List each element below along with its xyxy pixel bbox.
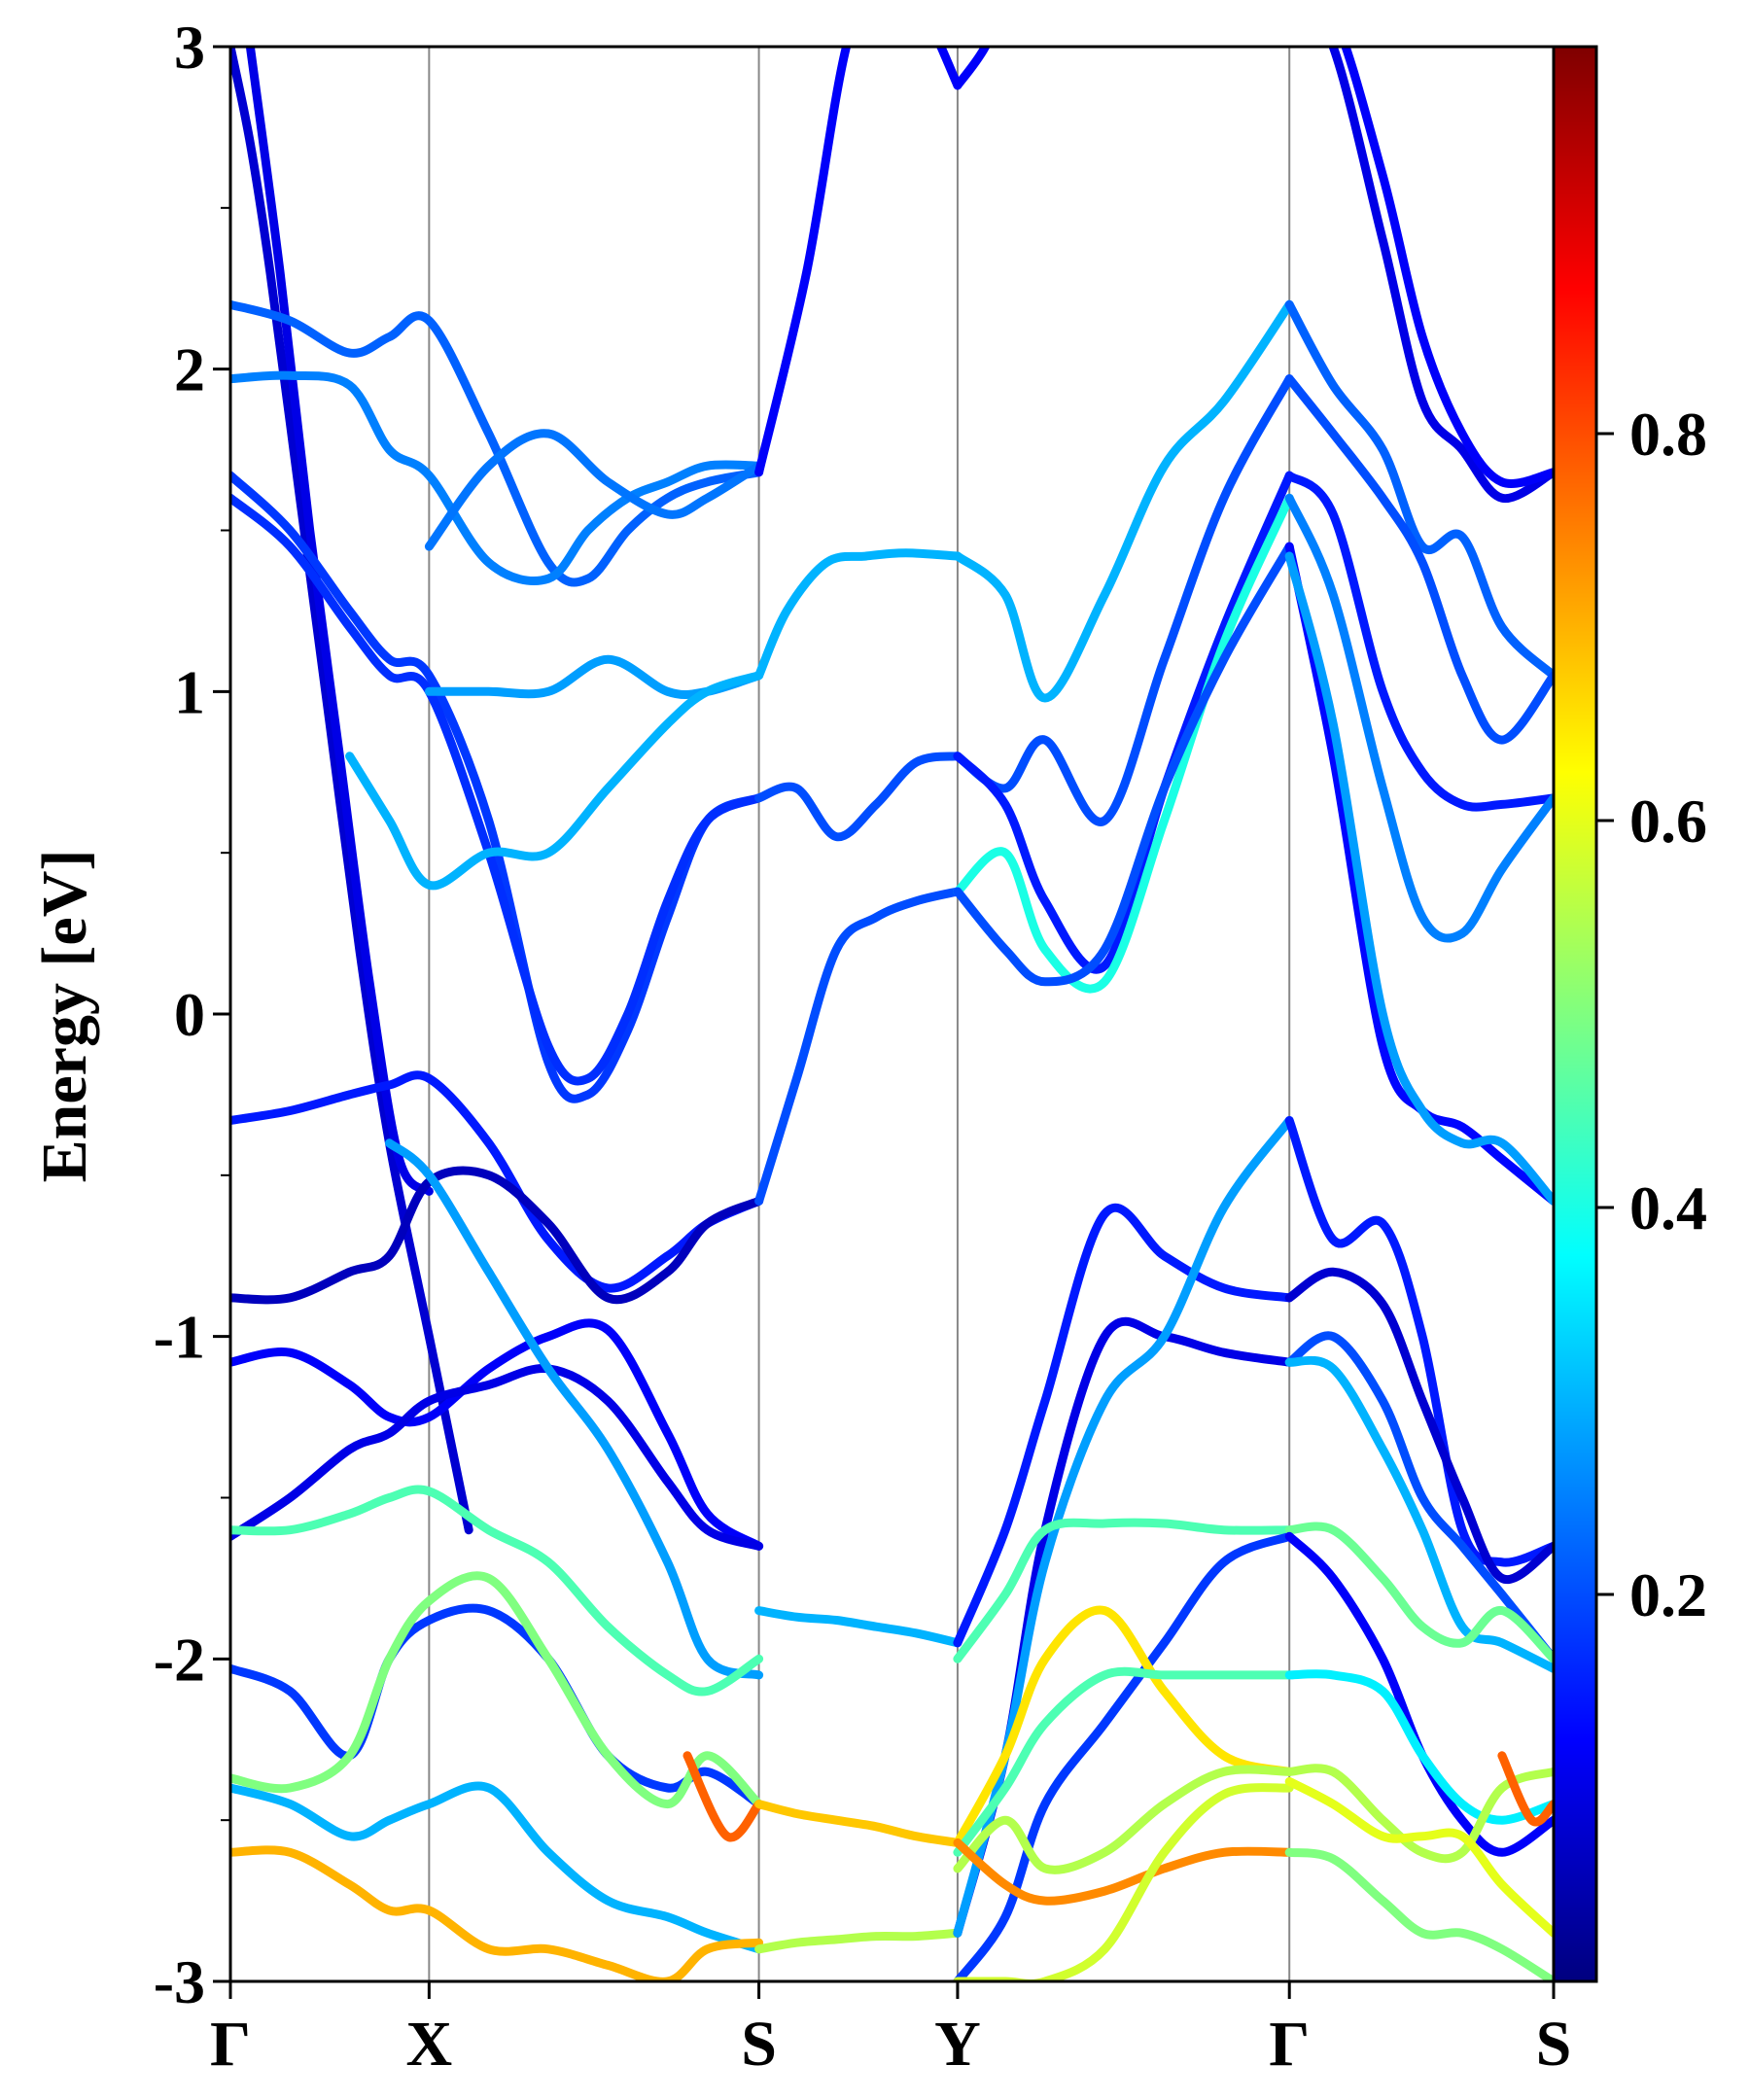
band-line xyxy=(1284,299,1554,681)
band-line xyxy=(230,1318,764,1551)
band-line xyxy=(754,548,962,681)
band-line xyxy=(953,1838,1294,1906)
band-line xyxy=(754,1928,962,1954)
band-line xyxy=(953,1531,1294,1981)
band-line xyxy=(230,1603,764,1809)
band-line xyxy=(1341,47,1554,488)
band-line xyxy=(953,299,1294,703)
band-line xyxy=(754,47,962,477)
band-line xyxy=(1284,1669,1554,1825)
band-line xyxy=(230,1070,764,1293)
band-line xyxy=(345,671,764,891)
band-line xyxy=(230,1845,764,1981)
band-line xyxy=(953,1765,1294,1874)
band-line xyxy=(230,299,764,587)
colorbar: 0.2 0.4 0.6 0.8 xyxy=(1552,45,1707,1983)
band-line xyxy=(1284,551,1554,1206)
band-line xyxy=(424,429,764,551)
band-line xyxy=(230,47,473,1535)
band-line xyxy=(230,1363,764,1551)
band-line xyxy=(1284,471,1554,812)
band-line xyxy=(953,471,1294,974)
band-line xyxy=(1497,1751,1554,1827)
band-line xyxy=(953,493,1294,994)
x-tick-label: S xyxy=(1536,2009,1572,2080)
band-line xyxy=(1284,374,1554,745)
band-line xyxy=(1284,1355,1554,1673)
band-line xyxy=(953,1666,1294,1857)
colorbar-tick-label: 0.6 xyxy=(1629,787,1707,856)
y-tick-label: -3 xyxy=(154,1947,205,2016)
band-line xyxy=(1284,542,1554,1206)
band-line xyxy=(953,1605,1294,1847)
y-tick-label: -2 xyxy=(154,1625,205,1694)
band-lines xyxy=(230,47,1554,1981)
y-tick-label: 3 xyxy=(174,13,205,82)
band-line xyxy=(230,370,764,585)
band-line xyxy=(754,1606,962,1648)
y-tick-label: 0 xyxy=(174,980,205,1049)
band-line xyxy=(230,1571,764,1809)
colorbar-tick-label: 0.8 xyxy=(1629,400,1707,469)
band-line xyxy=(754,752,962,842)
y-axis-title: Energy [eV] xyxy=(29,850,100,1183)
band-line xyxy=(953,1203,1294,1648)
x-tick-label: Y xyxy=(934,2009,981,2080)
band-line xyxy=(1284,493,1554,943)
band-line xyxy=(754,887,962,1206)
band-line xyxy=(1284,1764,1554,1864)
band-line xyxy=(1284,1776,1554,1938)
band-line xyxy=(230,1166,764,1305)
y-tick-label: -1 xyxy=(154,1303,205,1372)
band-line xyxy=(953,47,991,90)
band-line xyxy=(1284,1331,1554,1663)
colorbar-gradient xyxy=(1552,45,1598,1983)
band-line xyxy=(953,1783,1294,1981)
colorbar-ticks: 0.2 0.4 0.6 0.8 xyxy=(1596,400,1707,1629)
x-tick-label: Γ xyxy=(210,2009,251,2080)
y-tick-label: 1 xyxy=(174,657,205,726)
band-line xyxy=(953,542,1294,987)
band-line xyxy=(230,1485,764,1697)
x-tick-label: X xyxy=(406,2009,453,2080)
x-tick-label: S xyxy=(741,2009,777,2080)
band-line xyxy=(1284,1847,1554,1981)
band-line xyxy=(953,1518,1294,1663)
band-line xyxy=(953,374,1294,826)
band-line xyxy=(682,1751,764,1842)
band-line xyxy=(754,1800,962,1847)
band-line xyxy=(385,1138,764,1680)
x-tick-label: Γ xyxy=(1269,2009,1310,2080)
y-tick-label: 2 xyxy=(174,335,205,404)
y-axis: 3 2 1 0 -1 -2 -3 xyxy=(154,13,230,2016)
band-line xyxy=(1284,1267,1554,1585)
band-line xyxy=(230,1781,764,1954)
colorbar-tick-label: 0.2 xyxy=(1629,1560,1707,1629)
band-line xyxy=(245,47,434,1196)
colorbar-tick-label: 0.4 xyxy=(1629,1173,1707,1242)
band-line xyxy=(1284,1522,1554,1663)
band-line xyxy=(230,493,764,1086)
